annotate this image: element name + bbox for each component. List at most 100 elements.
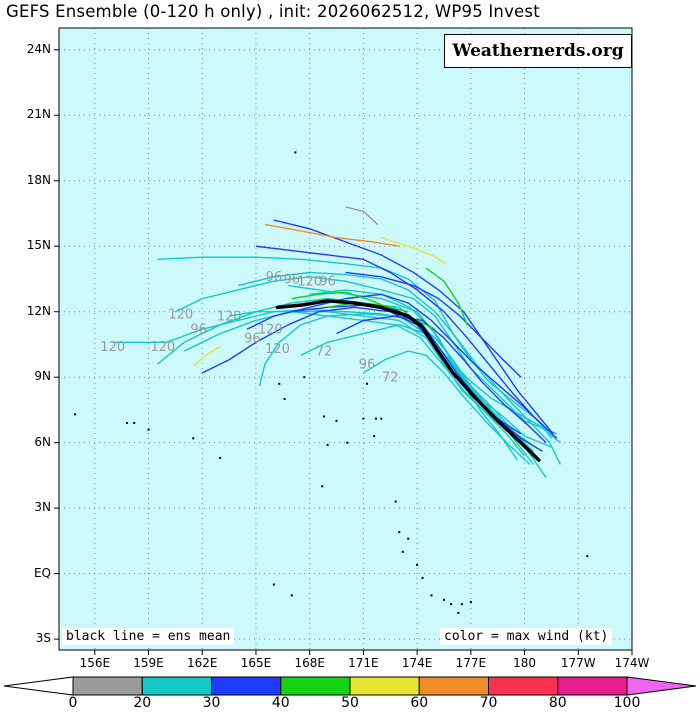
colorbar-label: 0 [68, 695, 78, 711]
lon-label: 159E [133, 656, 164, 670]
ensemble-track [345, 206, 379, 225]
lat-label: 15N [26, 238, 51, 253]
hour-label: 96 [319, 275, 336, 290]
island-marker [126, 422, 129, 425]
ensemble-track [291, 304, 543, 452]
colorbar-label: 40 [271, 695, 290, 711]
island-marker [323, 415, 326, 418]
ensemble-track [264, 223, 400, 247]
colorbar-label: 100 [613, 695, 641, 711]
colorbar-segment [211, 676, 282, 696]
ensemble-track [345, 271, 522, 378]
island-marker [394, 500, 397, 503]
colorbar-low-arrow [3, 676, 74, 696]
lat-label: 9N [34, 369, 51, 384]
island-marker [272, 583, 275, 586]
lon-label: 162E [187, 656, 218, 670]
island-marker [294, 151, 297, 154]
island-marker [469, 600, 472, 603]
lat-label: 3S [35, 631, 51, 646]
lon-label: 156E [79, 656, 111, 670]
legend-color-note: color = max wind (kt) [440, 628, 613, 645]
island-marker [401, 550, 404, 553]
hour-label: 120 [100, 340, 125, 355]
island-marker [147, 428, 150, 431]
ensemble-track [112, 308, 535, 452]
island-marker [321, 485, 324, 488]
island-marker [278, 382, 281, 385]
ensemble-track [273, 219, 554, 435]
hour-label: 96 [190, 323, 207, 338]
ensemble-track [425, 267, 468, 326]
colorbar-segment [557, 676, 628, 696]
island-marker [457, 611, 460, 614]
lat-label: EQ [33, 565, 51, 580]
colorbar-label: 60 [410, 695, 429, 711]
page-title: GEFS Ensemble (0-120 h only) , init: 202… [6, 2, 540, 21]
island-marker [283, 398, 286, 401]
ensemble-track [246, 293, 543, 426]
hour-label: 72 [316, 344, 333, 359]
colorbar-label: 80 [548, 695, 567, 711]
colorbar-segment [349, 676, 420, 696]
hour-label: 120 [217, 309, 242, 324]
ensemble-track [255, 245, 558, 439]
hour-label: 120 [265, 342, 290, 357]
lat-label: 3N [34, 500, 51, 515]
lon-label: 180 [513, 656, 537, 670]
ensemble-track [192, 346, 221, 367]
island-marker [374, 417, 377, 420]
colorbar-label: 70 [479, 695, 498, 711]
lon-label: 174W [614, 656, 650, 670]
colorbar-segment [141, 676, 212, 696]
island-marker [460, 603, 463, 606]
island-marker [346, 441, 349, 444]
lat-label: 18N [26, 172, 51, 187]
island-marker [362, 417, 365, 420]
colorbar-high-arrow [626, 676, 697, 696]
ensemble-track [157, 297, 552, 448]
lon-label: 168E [294, 656, 325, 670]
lon-label: 177W [560, 656, 596, 670]
hour-label: 96 [284, 272, 301, 287]
ensemble-track [336, 315, 547, 444]
ocean-area [59, 28, 632, 650]
island-marker [416, 563, 419, 566]
island-marker [380, 417, 383, 420]
hour-label: 96 [266, 270, 283, 285]
lat-label: 24N [26, 41, 51, 56]
lon-label: 177E [455, 656, 487, 670]
hour-label: 120 [150, 340, 175, 355]
axis-ticks [54, 49, 633, 655]
ensemble-tracks [112, 206, 562, 478]
colorbar-label: 50 [341, 695, 359, 711]
lat-label: 6N [34, 434, 51, 449]
lon-label: 165E [240, 656, 272, 670]
island-marker [326, 443, 329, 446]
colorbar [3, 676, 697, 696]
colorbar-segment [72, 676, 143, 696]
colorbar-segment [418, 676, 489, 696]
island-markers [74, 151, 589, 614]
hour-label: 96 [359, 357, 376, 372]
lat-label: 12N [26, 303, 51, 318]
lat-label: 21N [26, 107, 51, 122]
island-marker [290, 594, 293, 597]
ensemble-track [291, 291, 436, 330]
island-marker [192, 437, 195, 440]
watermark-box: Weathernerds.org [444, 34, 632, 68]
hour-label: 120 [258, 323, 283, 338]
island-marker [398, 531, 401, 534]
colorbar-segment [488, 676, 559, 696]
island-marker [373, 435, 376, 438]
island-marker [365, 382, 368, 385]
ensemble-track [228, 311, 526, 457]
island-marker [219, 456, 222, 459]
ensemble-track [363, 350, 531, 466]
lon-label: 171E [348, 656, 379, 670]
island-marker [421, 576, 424, 579]
island-marker [586, 555, 589, 558]
island-marker [407, 537, 410, 540]
